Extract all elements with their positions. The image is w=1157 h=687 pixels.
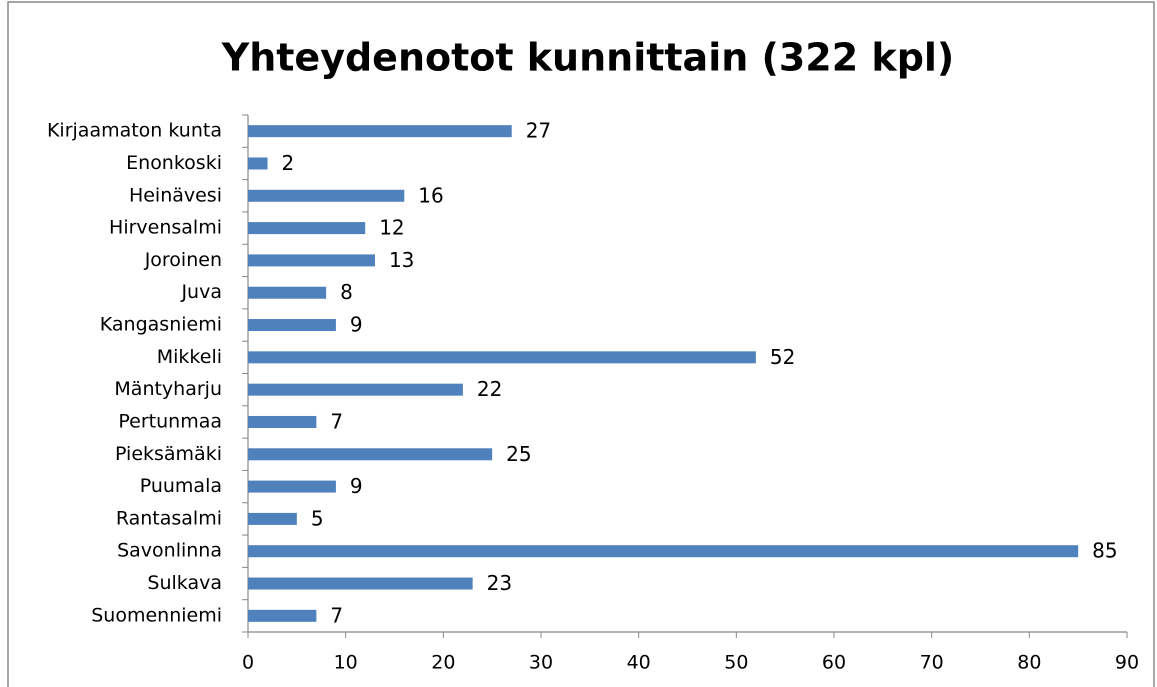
- x-tick-label: 80: [1017, 652, 1041, 674]
- bar: [248, 254, 375, 267]
- x-tick-label: 90: [1115, 652, 1139, 674]
- y-tick-label: Puumala: [140, 475, 222, 497]
- y-tick-label: Mäntyharju: [114, 378, 222, 400]
- chart-frame: [7, 1, 1155, 687]
- data-label: 22: [477, 377, 502, 401]
- y-tick-label: Pieksämäki: [115, 443, 222, 465]
- data-label: 5: [311, 506, 324, 530]
- data-label: 2: [282, 151, 295, 175]
- y-tick-label: Kirjaamaton kunta: [47, 120, 222, 142]
- data-label: 12: [379, 216, 404, 240]
- y-tick-label: Suomenniemi: [91, 604, 222, 626]
- data-label: 52: [770, 345, 795, 369]
- bar: [248, 222, 366, 235]
- y-tick-label: Rantasalmi: [116, 507, 222, 529]
- data-label: 8: [340, 280, 353, 304]
- bar: [248, 512, 297, 525]
- bar: [248, 609, 317, 622]
- data-label: 9: [350, 313, 363, 337]
- data-label: 9: [350, 474, 363, 498]
- x-tick-label: 20: [431, 652, 455, 674]
- y-tick-label: Sulkava: [147, 572, 222, 594]
- data-label: 16: [418, 183, 443, 207]
- data-label: 7: [330, 409, 343, 433]
- chart-title: Yhteydenotot kunnittain (322 kpl): [221, 36, 955, 80]
- y-tick-label: Mikkeli: [157, 346, 222, 368]
- data-label: 23: [487, 571, 512, 595]
- bar: [248, 415, 317, 428]
- y-tick-label: Heinävesi: [129, 184, 222, 206]
- y-tick-label: Savonlinna: [117, 540, 222, 562]
- data-label: 85: [1092, 539, 1117, 563]
- data-label: 13: [389, 248, 414, 272]
- x-tick-label: 40: [627, 652, 651, 674]
- data-label: 27: [526, 119, 551, 143]
- y-tick-label: Hirvensalmi: [109, 217, 222, 239]
- bar: [248, 125, 512, 138]
- x-tick-label: 0: [242, 652, 254, 674]
- y-tick-label: Pertunmaa: [118, 410, 222, 432]
- bar: [248, 480, 336, 493]
- bar: [248, 545, 1079, 558]
- x-tick-label: 30: [529, 652, 553, 674]
- x-tick-label: 70: [920, 652, 944, 674]
- bar: [248, 383, 463, 396]
- bar: [248, 448, 493, 461]
- bar: [248, 189, 405, 202]
- x-tick-label: 60: [822, 652, 846, 674]
- bar: [248, 157, 268, 170]
- bar: [248, 286, 327, 299]
- bar: [248, 351, 756, 364]
- y-tick-label: Juva: [180, 281, 222, 303]
- data-label: 25: [506, 442, 531, 466]
- bar: [248, 319, 336, 332]
- x-tick-label: 10: [334, 652, 358, 674]
- y-tick-label: Kangasniemi: [100, 314, 222, 336]
- data-label: 7: [330, 603, 343, 627]
- y-tick-label: Enonkoski: [126, 152, 222, 174]
- bar: [248, 577, 473, 590]
- x-tick-label: 50: [724, 652, 748, 674]
- y-tick-label: Joroinen: [144, 249, 222, 271]
